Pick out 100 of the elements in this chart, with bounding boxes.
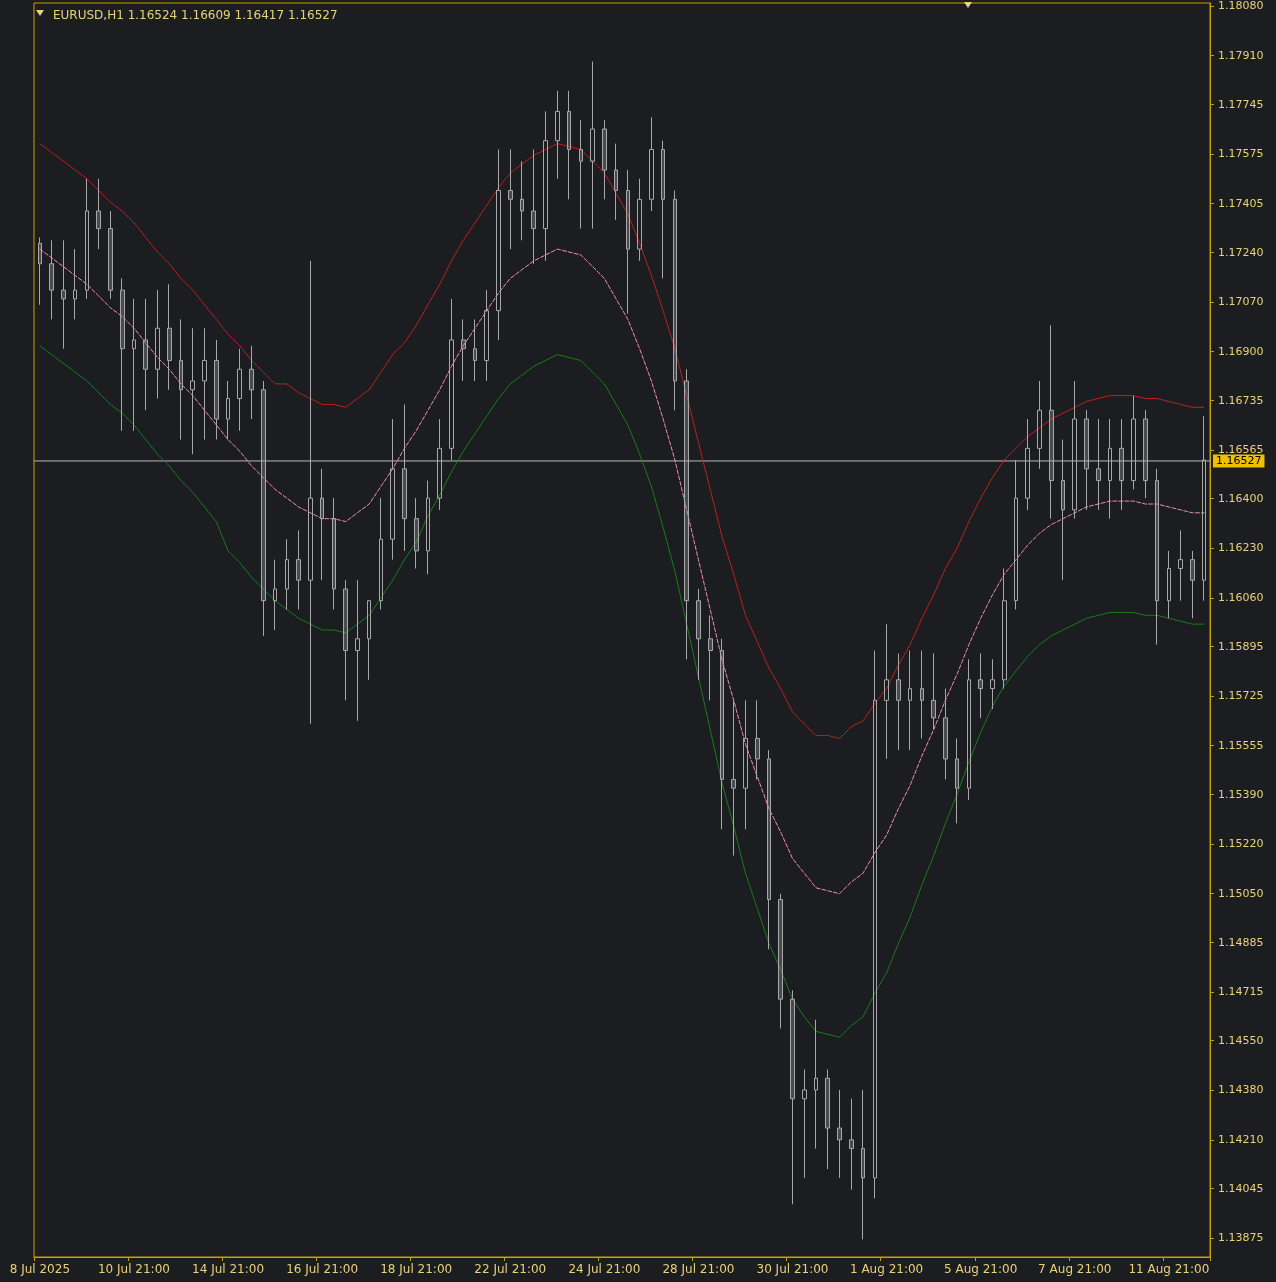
candlestick [1049,324,1054,520]
y-tick-label: 1.16060 [1218,591,1264,605]
candlestick [626,169,630,315]
y-tick-label: 1.14210 [1218,1133,1264,1147]
x-tick-label: 10 Jul 21:00 [97,1262,170,1276]
candlestick [214,339,219,441]
candlestick [931,652,936,731]
candlestick [720,638,724,830]
candlestick [967,658,971,801]
candlestick [426,480,430,575]
candlestick [85,178,89,300]
candlestick [285,538,289,610]
x-tick-label: 5 Aug 21:00 [944,1262,1018,1276]
line-series [39,248,1205,895]
x-tick-label: 24 Jul 21:00 [568,1262,641,1276]
candlestick [379,497,383,610]
candlestick [367,600,371,681]
candlestick [508,149,513,250]
candlestick [896,652,901,751]
y-tick-label: 1.16230 [1218,541,1264,555]
y-tick-label: 1.15390 [1218,787,1264,801]
y-tick-label: 1.14380 [1218,1083,1264,1097]
y-tick-label: 1.17070 [1218,295,1264,309]
candlestick [179,318,183,441]
candlestick [802,1068,807,1179]
candlestick [696,588,701,681]
candlestick [308,260,313,725]
candlestick [920,650,924,739]
y-tick-label: 1.13875 [1218,1231,1264,1245]
candlestick [132,298,136,432]
candlestick [637,178,642,262]
y-tick-label: 1.14550 [1218,1033,1264,1047]
candlestick [708,614,713,701]
y-tick-label: 1.15555 [1218,739,1264,753]
candlestick [837,1089,842,1179]
y-tick-label: 1.17910 [1218,49,1264,63]
candlestick [943,688,948,780]
candlestick [1108,418,1112,520]
candlestick [673,190,677,411]
candlestick [1025,418,1030,511]
candlestick [955,737,959,824]
candlestick [449,298,454,461]
candlestick [38,236,42,306]
candlestick [555,90,560,180]
candlestick [531,149,536,265]
candlestick [1014,459,1018,610]
y-tick-label: 1.15050 [1218,887,1264,901]
candlestick [743,699,748,830]
y-tick-label: 1.17575 [1218,147,1264,161]
candlestick [496,149,501,341]
x-tick-label: 1 Aug 21:00 [849,1262,924,1276]
candlestick [861,1089,865,1240]
candlestick [1143,409,1148,499]
candlestick [226,380,230,441]
candlestick [814,1019,818,1150]
y-tick-label: 1.14885 [1218,935,1264,949]
candlestick [731,699,736,857]
candlestick [567,90,571,200]
candlestick [355,579,360,722]
y-tick-label: 1.15725 [1218,689,1264,703]
candlestick [261,380,266,637]
y-tick-label: 1.15220 [1218,837,1264,851]
candlestick [649,116,654,212]
x-tick-label: 11 Aug 21:00 [1128,1262,1210,1276]
candlestick [461,318,466,382]
candlestick [414,497,419,569]
y-tick-label: 1.18080 [1218,0,1264,13]
x-tick-label: 7 Aug 21:00 [1038,1262,1112,1276]
candlestick [167,283,172,391]
candlestick [790,989,795,1205]
candlestick [120,277,125,432]
x-tick-label: 18 Jul 21:00 [380,1262,453,1276]
line-series [39,143,1205,739]
candlestick [402,403,407,552]
candlestick [614,143,618,221]
y-tick-label: 1.16400 [1218,491,1264,505]
candlestick [767,749,771,950]
y-tick-label: 1.14715 [1218,985,1264,999]
candlestick [1061,439,1065,581]
candlestick [1119,418,1124,511]
candlestick [273,559,277,631]
candlestick [849,1098,854,1191]
candlestick [249,345,254,420]
candlestick [473,318,477,382]
candlestick [1155,468,1159,646]
candlestick [520,160,524,241]
candlestick [390,418,395,561]
candlestick [684,368,689,660]
candlestick [332,497,336,610]
candlestick [990,658,995,710]
candlestick [73,248,77,320]
y-tick-label: 1.16735 [1218,393,1264,407]
candlestick [296,529,301,610]
candlestick [437,418,442,511]
candlestick [1072,380,1077,520]
candlestick [1131,395,1136,490]
candlestick [484,289,489,382]
candlestick [343,579,348,701]
candlestick [661,140,665,279]
candlestick [825,1068,830,1170]
